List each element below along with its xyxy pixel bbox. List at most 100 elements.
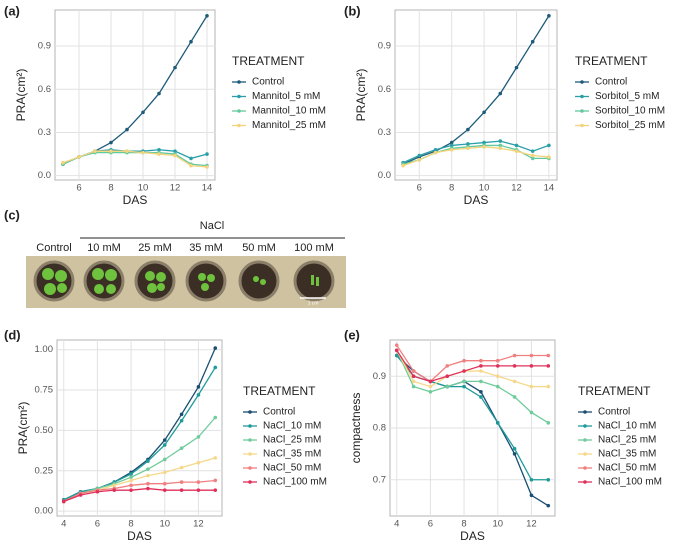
data-point [394, 343, 399, 347]
legend-label: Control [598, 407, 630, 418]
x-tick-label: 12 [526, 519, 537, 530]
chart-panel: 0.0 0.3 0.6 0.9 6 8 10 12 14 DAS PRA(cm²) (a) TREATM… [4, 3, 326, 207]
x-tick-label: 8 [128, 519, 133, 530]
data-point [428, 379, 433, 384]
data-point [394, 353, 399, 358]
data-point [162, 438, 167, 442]
series-line [396, 344, 549, 383]
data-point [530, 153, 535, 158]
legend-label: Sorbitol_25 mM [595, 120, 665, 131]
legend-marker [583, 480, 587, 484]
y-tick-label: 0.75 [35, 385, 54, 396]
series-line [62, 150, 208, 168]
x-tick-label: 8 [461, 519, 466, 530]
legend-marker [248, 480, 252, 484]
data-point [514, 143, 519, 148]
data-point [162, 488, 167, 492]
x-tick-label: 6 [428, 519, 433, 530]
data-point [196, 385, 201, 389]
x-tick-label: 6 [95, 519, 100, 530]
data-point [129, 472, 133, 476]
data-point [401, 163, 405, 168]
y-tick-label: 0.0 [378, 170, 391, 181]
data-point [61, 160, 65, 165]
series-line [402, 140, 550, 164]
data-point [213, 456, 218, 460]
data-point [112, 488, 117, 492]
x-tick-label: 6 [76, 183, 81, 194]
data-point [466, 127, 470, 132]
panel-label: (a) [4, 3, 20, 18]
series-line [396, 349, 549, 383]
data-point [173, 149, 177, 153]
legend-marker [580, 109, 584, 113]
data-point [411, 369, 416, 373]
data-point [173, 153, 177, 158]
column-label: 10 mM [87, 242, 121, 254]
legend-marker [580, 80, 584, 84]
data-point [512, 395, 517, 399]
x-tick-label: 10 [479, 183, 490, 194]
data-point [512, 364, 517, 368]
data-point [109, 140, 113, 145]
data-point [547, 155, 551, 159]
data-point [129, 483, 133, 488]
data-point [498, 139, 503, 143]
data-point [498, 143, 503, 148]
data-point [157, 152, 161, 156]
x-tick-label: 12 [511, 183, 522, 194]
data-point [417, 158, 422, 162]
series-line [402, 146, 549, 167]
series-line [63, 417, 216, 503]
legend-label: NaCl_25 mM [263, 435, 321, 446]
data-point [495, 364, 500, 368]
x-axis-label: DAS [127, 529, 152, 543]
data-point [179, 480, 184, 484]
data-point [495, 374, 500, 379]
y-tick-label: 0.00 [35, 506, 54, 517]
legend-marker [248, 410, 252, 414]
data-point [77, 155, 81, 159]
data-point [146, 486, 150, 491]
data-point [546, 384, 551, 389]
x-tick-label: 6 [417, 183, 422, 194]
x-tick-label: 14 [544, 183, 555, 194]
data-point [205, 165, 209, 169]
data-point [411, 379, 416, 384]
data-point [466, 142, 470, 146]
legend-marker [237, 123, 241, 128]
panel-label: (c) [4, 207, 20, 222]
column-label: 35 mM [189, 242, 223, 254]
legend-label: Sorbitol_10 mM [595, 106, 665, 117]
chart-panel: 0.00 0.25 0.50 0.75 1.00 4 6 8 10 12 DAS PRA(cm²) (d… [4, 327, 327, 543]
data-point [125, 149, 129, 153]
data-point [547, 13, 551, 18]
data-point [495, 384, 500, 389]
legend-marker [580, 94, 584, 99]
data-point [530, 39, 535, 44]
data-point [179, 412, 184, 417]
data-point [196, 435, 201, 439]
column-label: Control [36, 242, 71, 254]
data-point [512, 446, 517, 451]
panel-label: (e) [344, 327, 360, 342]
data-point [462, 358, 466, 363]
y-tick-label: 0.8 [373, 423, 386, 434]
chart-panel: 0.7 0.8 0.9 4 6 8 10 12 DAS compactness (e) TREATME… [344, 327, 662, 543]
legend-marker [583, 410, 587, 414]
data-point [428, 384, 433, 389]
data-point [529, 384, 534, 389]
data-point [546, 364, 551, 368]
data-point [196, 460, 201, 465]
column-label: 100 mM [294, 242, 334, 254]
y-tick-label: 0.0 [38, 170, 51, 181]
data-point [546, 477, 551, 482]
y-axis-label: PRA(cm²) [16, 402, 30, 455]
x-tick-label: 14 [202, 183, 213, 194]
data-point [466, 146, 470, 151]
data-point [547, 143, 551, 148]
data-point [146, 473, 150, 478]
data-point [95, 489, 100, 494]
y-tick-label: 0.9 [373, 371, 386, 382]
